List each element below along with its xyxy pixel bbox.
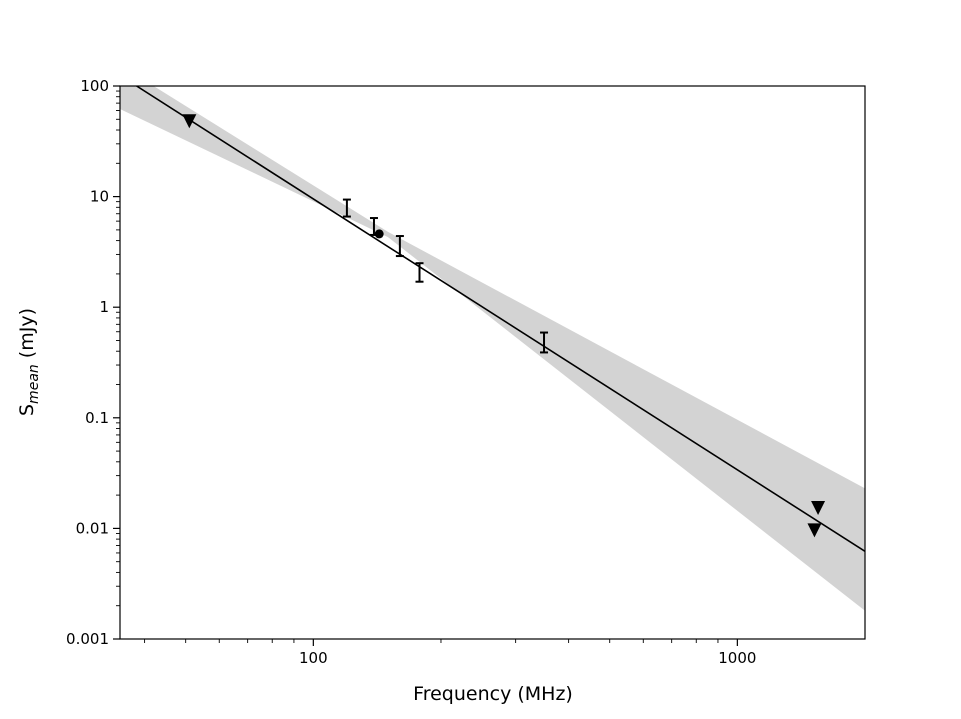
y-axis-label-main: S — [16, 404, 38, 416]
confidence-band — [120, 86, 865, 611]
y-tick-label-2: 0.01 — [76, 519, 109, 537]
fit-line-layer — [136, 86, 865, 553]
y-tick-label-1: 0.001 — [66, 630, 109, 648]
error-bar-1 — [342, 198, 351, 218]
y-axis-label: Smean (mJy) — [16, 308, 42, 416]
error-bar-5 — [540, 331, 549, 354]
confidence-band-layer — [120, 86, 865, 611]
y-axis-label-unit: (mJy) — [16, 308, 38, 364]
y-tick-label-6: 100 — [80, 77, 109, 95]
data-point-1 — [374, 229, 384, 239]
y-tick-label-5: 10 — [90, 188, 109, 206]
x-tick-label-1: 100 — [299, 649, 328, 667]
x-axis-label: Frequency (MHz) — [413, 683, 573, 705]
y-tick-label-4: 1 — [99, 298, 109, 316]
axis-ticks-layer: 0.001 0.01 0.1 1 10 100 100 1000 — [66, 77, 756, 667]
y-axis-label-subscript: mean — [26, 364, 42, 404]
upper-limit-marker-1 — [182, 114, 197, 129]
fit-line — [136, 86, 865, 553]
error-bar-4 — [415, 262, 424, 283]
upper-limit-marker-3 — [811, 500, 826, 515]
x-tick-label-2: 1000 — [718, 649, 756, 667]
y-tick-label-3: 0.1 — [85, 409, 109, 427]
error-bar-3 — [395, 235, 404, 258]
plot-frame — [119, 85, 866, 640]
data-marks-layer — [182, 114, 826, 538]
upper-limit-marker-2 — [807, 523, 822, 538]
